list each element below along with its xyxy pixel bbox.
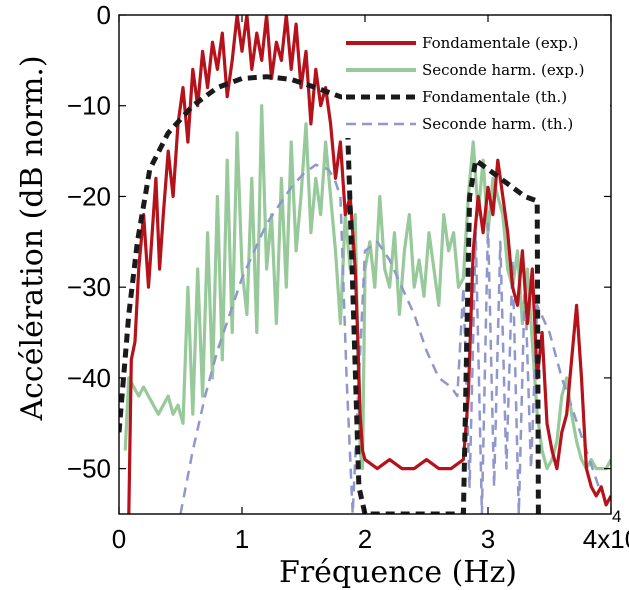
y-tick-label: −20 xyxy=(67,181,111,211)
y-axis-title: Accélération (dB norm.) xyxy=(15,55,50,421)
legend-label-harm-th: Seconde harm. (th.) xyxy=(422,115,573,133)
legend-label-harm-exp: Seconde harm. (exp.) xyxy=(422,61,584,79)
y-tick-labels: 0 −10 −20 −30 −40 −50 xyxy=(67,0,111,484)
legend-box xyxy=(342,30,610,138)
y-tick-label: −50 xyxy=(67,454,111,484)
y-tick-label: −40 xyxy=(67,363,111,393)
y-tick-label: −10 xyxy=(67,91,111,121)
series-line-harm-exp xyxy=(123,104,611,471)
x-tick-label: 0 xyxy=(112,524,126,554)
x-tick-label: 1 xyxy=(235,524,249,554)
ticks-layer xyxy=(118,14,612,514)
legend: Fondamentale (exp.) Seconde harm. (exp.)… xyxy=(342,30,610,138)
y-tick-label: −30 xyxy=(67,272,111,302)
x-axis-exponent: 4 xyxy=(612,507,621,526)
series-layer xyxy=(119,15,611,514)
x-tick-label: 2 xyxy=(358,524,372,554)
legend-label-fund-th: Fondamentale (th.) xyxy=(422,88,567,106)
legend-label-fund-exp: Fondamentale (exp.) xyxy=(422,34,578,52)
y-tick-label: 0 xyxy=(97,0,111,30)
series-line-fund-th xyxy=(119,74,541,514)
series-line-harm-th xyxy=(179,163,600,514)
x-tick-label: 3 xyxy=(481,524,495,554)
x-axis-title: Fréquence (Hz) xyxy=(279,555,517,590)
